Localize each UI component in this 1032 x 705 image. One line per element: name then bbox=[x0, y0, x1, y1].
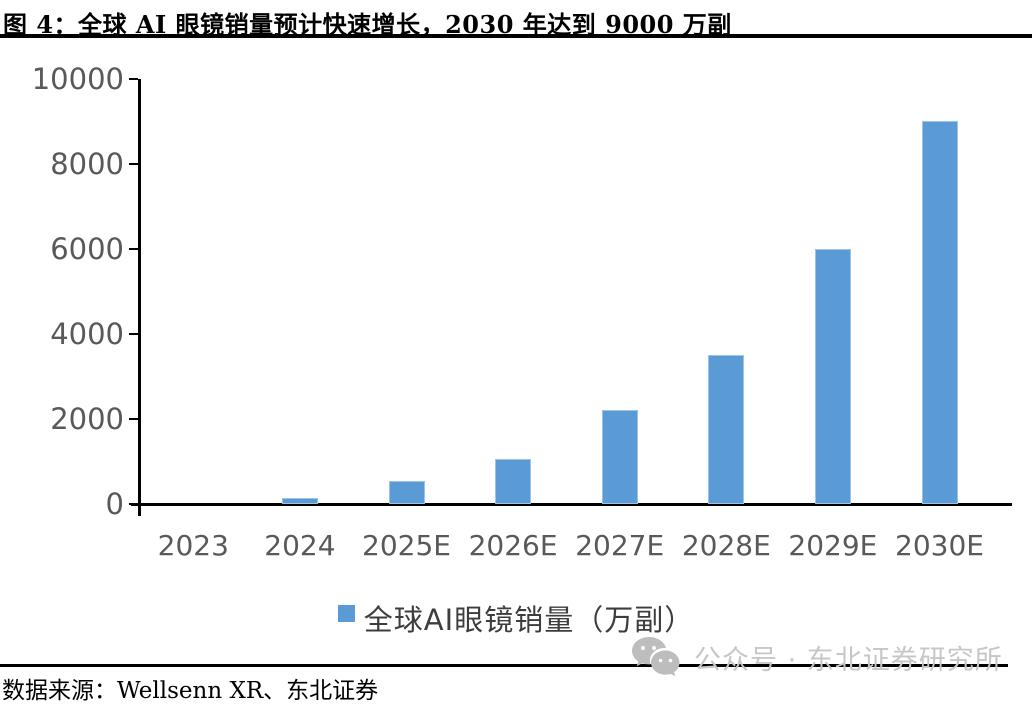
x-tick-label: 2024 bbox=[264, 529, 336, 562]
x-tick-label: 2028E bbox=[681, 529, 771, 562]
y-tick-mark bbox=[129, 163, 138, 165]
chart-legend: 全球AI眼镜销量（万副） bbox=[0, 597, 1032, 639]
bar-2029E bbox=[814, 249, 851, 504]
legend-series-label: 全球AI眼镜销量（万副） bbox=[363, 603, 695, 637]
y-tick-label: 4000 bbox=[50, 317, 124, 351]
y-tick-label: 2000 bbox=[50, 402, 124, 436]
y-tick-mark bbox=[129, 333, 138, 335]
wechat-icon bbox=[632, 637, 680, 677]
y-tick-label: 0 bbox=[105, 487, 124, 521]
y-tick-mark bbox=[129, 248, 138, 250]
x-tick-label: 2029E bbox=[788, 529, 878, 562]
y-tick-label: 10000 bbox=[31, 62, 124, 96]
bar-2024 bbox=[281, 498, 318, 504]
bar-2025E bbox=[388, 481, 425, 504]
watermark-text: 公众号 · 东北证券研究所 bbox=[694, 644, 1003, 676]
x-tick-label: 2030E bbox=[895, 529, 984, 562]
title-underline bbox=[0, 34, 1032, 38]
footer-divider bbox=[0, 664, 1008, 667]
bar-2030E bbox=[921, 121, 958, 504]
x-tick-label: 2023 bbox=[157, 529, 229, 562]
x-tick-label: 2027E bbox=[575, 529, 665, 562]
y-tick-mark bbox=[129, 503, 138, 505]
legend-color-swatch bbox=[337, 605, 355, 622]
y-tick-mark bbox=[129, 418, 138, 420]
bar-2028E bbox=[708, 355, 745, 504]
y-tick-label: 6000 bbox=[50, 232, 124, 266]
bar-2026E bbox=[495, 459, 532, 504]
y-tick-mark bbox=[129, 78, 138, 80]
x-tick-label: 2026E bbox=[468, 529, 558, 562]
watermark: 公众号 · 东北证券研究所 bbox=[630, 637, 1025, 677]
x-tick-label: 2025E bbox=[362, 529, 451, 562]
y-axis-line bbox=[138, 79, 141, 516]
bar-2027E bbox=[601, 410, 638, 504]
data-source: 数据来源：Wellsenn XR、东北证券 bbox=[2, 678, 379, 704]
x-axis-line bbox=[131, 503, 1012, 506]
y-tick-label: 8000 bbox=[50, 147, 124, 181]
